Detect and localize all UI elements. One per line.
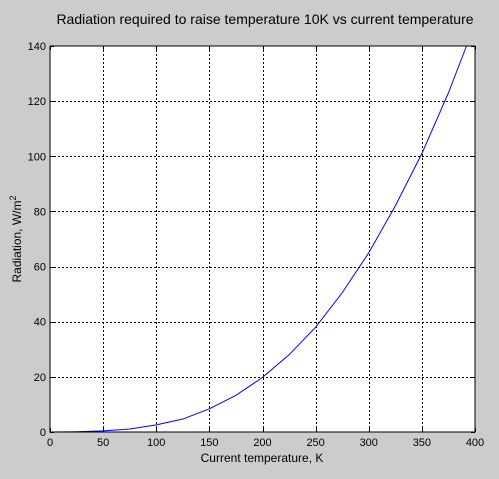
x-tick-label: 50: [97, 437, 109, 449]
y-axis-label-text: Radiation, W/m: [10, 200, 24, 282]
y-tick-labels: 0 20 40 60 80 100 120 140: [28, 41, 46, 439]
series-line: [49, 45, 467, 433]
x-tick-label: 150: [200, 437, 218, 449]
plot-frame: [49, 45, 476, 433]
y-tick-label: 20: [34, 372, 46, 384]
plot-area: [50, 46, 475, 432]
y-axis-label: Radiation, W/m2: [8, 195, 24, 282]
x-tick-label: 400: [466, 437, 484, 449]
grid: [50, 46, 475, 432]
chart-title: Radiation required to raise temperature …: [56, 11, 473, 27]
y-tick-label: 0: [40, 427, 46, 439]
y-tick-label: 80: [34, 206, 46, 218]
x-tick-label: 350: [413, 437, 431, 449]
x-tick-labels: 0 50 100 150 200 250 300 350 400: [47, 437, 484, 449]
y-tick-label: 100: [28, 151, 46, 163]
x-tick-label: 0: [47, 437, 53, 449]
y-axis-label-superscript: 2: [8, 195, 18, 200]
x-tick-label: 200: [253, 437, 271, 449]
x-tick-label: 100: [147, 437, 165, 449]
y-tick-label: 40: [34, 317, 46, 329]
x-tick-label: 250: [306, 437, 324, 449]
x-tick-label: 300: [360, 437, 378, 449]
y-tick-label: 140: [28, 41, 46, 53]
x-axis-label: Current temperature, K: [201, 451, 324, 465]
y-tick-label: 60: [34, 262, 46, 274]
y-tick-label: 120: [28, 96, 46, 108]
